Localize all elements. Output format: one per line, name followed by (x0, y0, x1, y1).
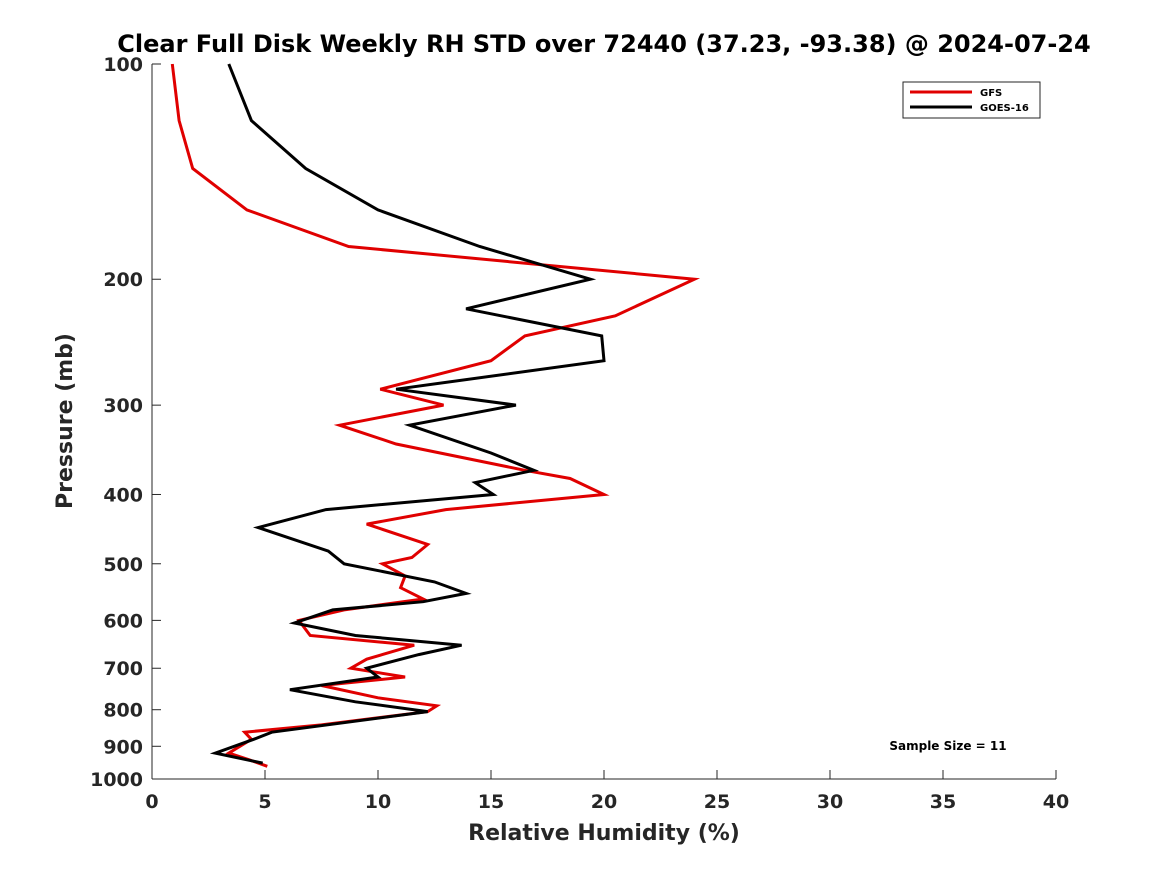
sample-size-annotation: Sample Size = 11 (889, 739, 1006, 753)
y-tick-label: 1000 (90, 769, 143, 791)
y-ticks: 100 200 300 400 500 600 700 800 900 1000 (90, 54, 161, 791)
x-tick-label: 5 (258, 791, 271, 813)
y-tick-label: 300 (103, 395, 143, 417)
x-tick-label: 30 (817, 791, 843, 813)
legend: GFS GOES-16 (902, 81, 1041, 119)
x-ticks: 0 5 10 15 20 25 30 35 40 (145, 770, 1069, 813)
x-tick-label: 20 (591, 791, 617, 813)
y-tick-label: 600 (103, 610, 143, 632)
x-tick-label: 35 (930, 791, 956, 813)
series-line-goes-16 (209, 63, 606, 765)
x-tick-label: 15 (478, 791, 504, 813)
y-axis-label: Pressure (mb) (53, 333, 78, 509)
y-tick-label: 100 (103, 54, 143, 76)
legend-label-gfs: GFS (980, 88, 1002, 99)
legend-box (902, 81, 1041, 119)
x-tick-label: 0 (145, 791, 158, 813)
y-tick-label: 500 (103, 554, 143, 576)
legend-label-goes16: GOES-16 (980, 103, 1029, 114)
y-tick-label: 400 (103, 484, 143, 506)
x-tick-label: 40 (1043, 791, 1069, 813)
x-tick-label: 10 (365, 791, 391, 813)
y-tick-label: 800 (103, 700, 143, 722)
chart-title: Clear Full Disk Weekly RH STD over 72440… (117, 30, 1090, 58)
y-tick-label: 900 (103, 736, 143, 758)
y-tick-label: 200 (103, 269, 143, 291)
x-axis-label: Relative Humidity (%) (468, 821, 740, 846)
series-lines (170, 63, 701, 768)
series-line-gfs (170, 63, 701, 768)
y-tick-label: 700 (103, 658, 143, 680)
x-tick-label: 25 (704, 791, 730, 813)
